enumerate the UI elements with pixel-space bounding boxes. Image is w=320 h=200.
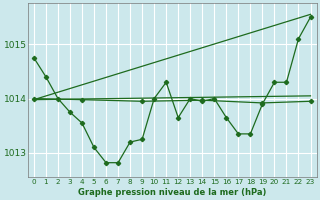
X-axis label: Graphe pression niveau de la mer (hPa): Graphe pression niveau de la mer (hPa) — [78, 188, 266, 197]
